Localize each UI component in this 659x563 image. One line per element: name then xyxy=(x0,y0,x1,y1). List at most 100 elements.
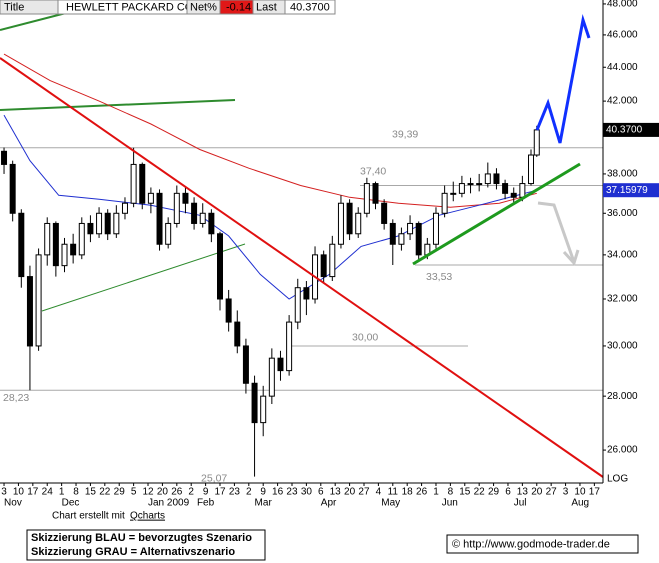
y-tick-label: 46.000 xyxy=(607,30,638,41)
scenario-gray-arrowhead xyxy=(562,249,580,266)
month-label: Nov xyxy=(4,498,22,509)
level-label: 37,40 xyxy=(360,165,386,177)
candle-body xyxy=(165,222,172,245)
candle-body xyxy=(70,243,77,256)
y-tick-label: 30.000 xyxy=(607,341,638,352)
website[interactable]: © http://www.godmode-trader.de xyxy=(452,538,610,550)
moving-average xyxy=(3,53,537,208)
header-net-value: -0.14 xyxy=(226,1,251,13)
candle-body xyxy=(113,212,120,235)
x-tick-label: 24 xyxy=(42,487,54,498)
x-tick-label: 10 xyxy=(13,487,25,498)
candle-body xyxy=(260,395,267,424)
x-tick-label: 23 xyxy=(229,487,241,498)
x-tick-label: 29 xyxy=(114,487,126,498)
header-bar: Title HEWLETT PACKARD CO Net% -0.14 Last… xyxy=(0,0,336,15)
scenario-gray xyxy=(537,201,576,263)
credit-link[interactable]: Qcharts xyxy=(130,511,165,522)
x-tick-label: 18 xyxy=(402,487,414,498)
candle-body xyxy=(303,287,310,300)
candle-body xyxy=(441,192,448,214)
x-tick-label: 8 xyxy=(73,487,79,498)
x-tick-label: 1 xyxy=(433,487,439,498)
candle-body xyxy=(476,183,483,186)
header-cell xyxy=(284,0,336,15)
y-tick-label: 36.000 xyxy=(607,208,638,219)
credit-text: Chart erstellt mit xyxy=(52,511,125,522)
candle-body xyxy=(398,233,405,245)
candle-body xyxy=(61,243,68,267)
x-tick-label: 3 xyxy=(1,487,7,498)
y-tick-label: 28.000 xyxy=(607,391,638,402)
candle-body xyxy=(415,222,422,256)
month-label: Aug xyxy=(571,498,589,509)
level-label: 25,07 xyxy=(201,472,227,484)
x-tick-label: 1 xyxy=(59,487,65,498)
x-tick-label: 6 xyxy=(318,487,324,498)
candle-body xyxy=(35,254,42,347)
x-tick-label: 2 xyxy=(246,487,252,498)
candle-body xyxy=(355,212,362,235)
x-tick-label: 26 xyxy=(171,487,183,498)
candle-body xyxy=(502,183,509,194)
ma-value-label: 37.15979 xyxy=(606,185,648,196)
level-label: 39,39 xyxy=(392,129,418,141)
x-tick-label: 20 xyxy=(157,487,169,498)
x-tick-label: 11 xyxy=(388,487,399,498)
x-tick-label: 27 xyxy=(358,487,370,498)
trend-line xyxy=(41,243,246,312)
x-tick-label: 30 xyxy=(301,487,313,498)
candle-body xyxy=(234,321,241,347)
candle-body xyxy=(346,202,353,235)
candle-body xyxy=(268,357,275,397)
candle-body xyxy=(467,183,474,186)
y-tick-label: 42.000 xyxy=(607,96,638,107)
candle-body xyxy=(78,222,85,256)
candle-body xyxy=(337,202,344,245)
month-label: Jan 2009 xyxy=(148,498,190,509)
candle-body xyxy=(9,163,16,214)
x-tick-label: 26 xyxy=(416,487,428,498)
x-tick-label: 16 xyxy=(272,487,284,498)
y-tick-label: 44.000 xyxy=(607,62,638,73)
candle-body xyxy=(251,382,258,424)
x-tick-label: 27 xyxy=(546,487,558,498)
website-box xyxy=(446,534,639,554)
x-tick-label: 2 xyxy=(188,487,194,498)
header-net-label: Net% xyxy=(190,1,217,13)
x-tick-label: 23 xyxy=(286,487,298,498)
candle-body xyxy=(182,192,189,204)
candle-body xyxy=(217,233,224,300)
x-tick-label: 5 xyxy=(131,487,137,498)
scenario-blue xyxy=(535,14,591,144)
candle-body xyxy=(199,212,206,224)
candle-body xyxy=(104,212,111,235)
candle-body xyxy=(208,212,215,235)
candle-body xyxy=(191,202,198,224)
candle-body xyxy=(130,163,137,204)
candle-body xyxy=(389,222,396,245)
candle-body xyxy=(18,212,25,278)
candle-body xyxy=(363,183,370,214)
moving-average xyxy=(3,114,537,300)
legend-blue: Skizzierung BLAU = bevorzugtes Szenario xyxy=(31,532,252,544)
candle-body xyxy=(44,222,51,256)
candle-body xyxy=(87,222,94,235)
header-title: Title xyxy=(4,1,24,13)
x-tick-label: 17 xyxy=(27,487,39,498)
x-tick-label: 8 xyxy=(448,487,454,498)
scale-label: LOG xyxy=(607,474,628,485)
x-tick-label: 20 xyxy=(531,487,543,498)
month-label: Jul xyxy=(514,498,527,509)
candle-body xyxy=(407,222,414,235)
x-tick-label: 3 xyxy=(563,487,569,498)
candle-body xyxy=(139,163,146,204)
legend-box xyxy=(26,529,266,561)
y-tick-label: 26.000 xyxy=(607,445,638,456)
candle-body xyxy=(52,222,59,267)
x-tick-label: 10 xyxy=(574,487,586,498)
candle-body xyxy=(510,192,517,198)
candle-body xyxy=(493,173,500,185)
